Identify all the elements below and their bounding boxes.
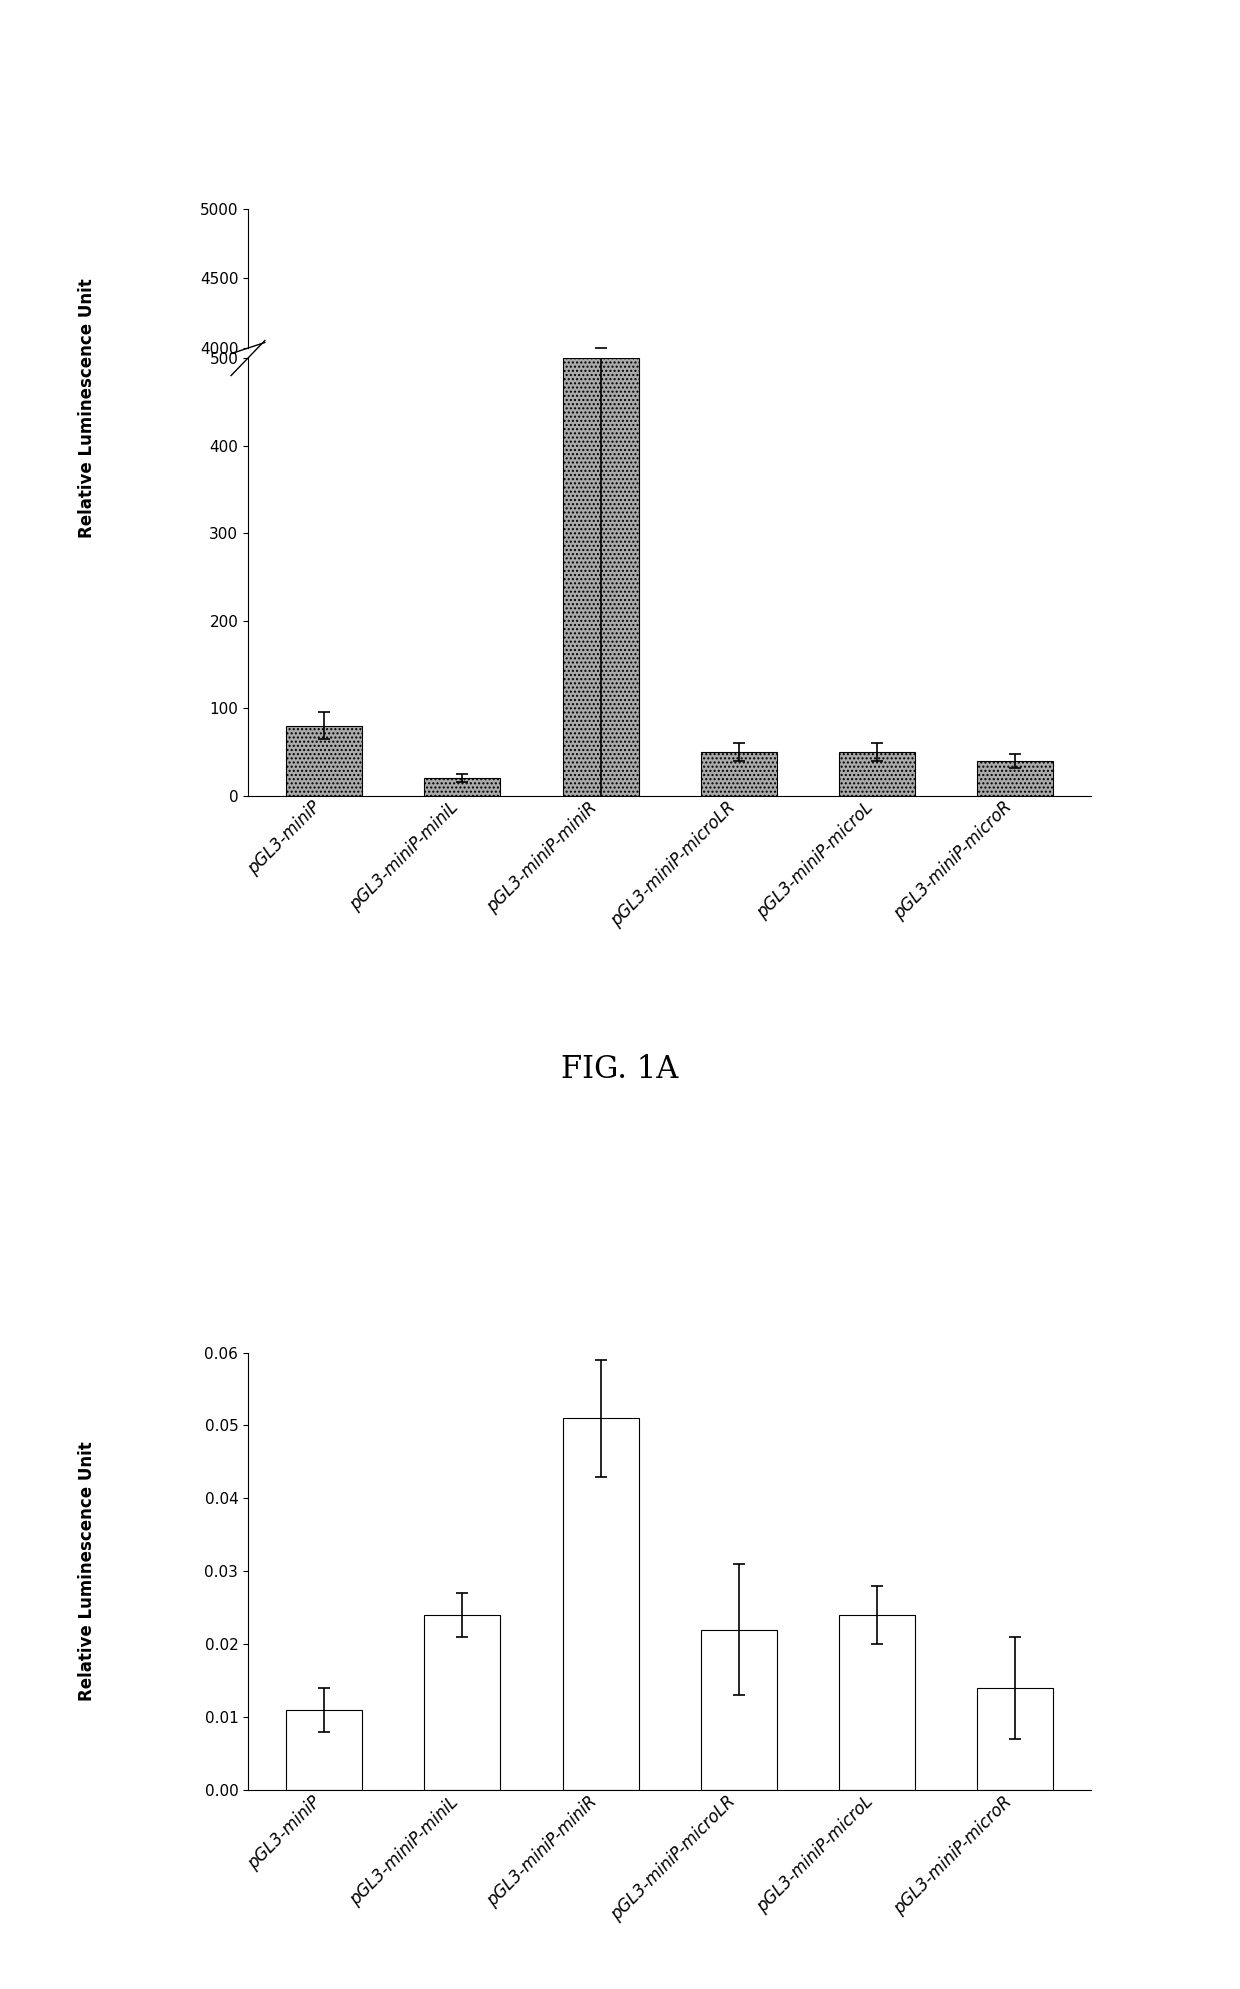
- Bar: [286, 893, 362, 905]
- Bar: [286, 1711, 362, 1790]
- Bar: [977, 760, 1053, 796]
- Bar: [701, 752, 776, 796]
- Text: Relative Luminescence Unit: Relative Luminescence Unit: [78, 1442, 95, 1701]
- Bar: [838, 752, 915, 796]
- Bar: [424, 903, 501, 905]
- Bar: [563, 1418, 639, 1790]
- Bar: [977, 1689, 1053, 1790]
- Bar: [838, 899, 915, 905]
- Bar: [838, 1615, 915, 1790]
- Bar: [424, 778, 501, 796]
- Bar: [701, 1629, 776, 1790]
- Bar: [424, 1615, 501, 1790]
- Bar: [563, 358, 639, 796]
- Bar: [563, 835, 639, 905]
- Bar: [977, 899, 1053, 905]
- Bar: [286, 726, 362, 796]
- Text: FIG. 1A: FIG. 1A: [562, 1054, 678, 1086]
- Text: Relative Luminescence Unit: Relative Luminescence Unit: [78, 278, 95, 537]
- Bar: [701, 899, 776, 905]
